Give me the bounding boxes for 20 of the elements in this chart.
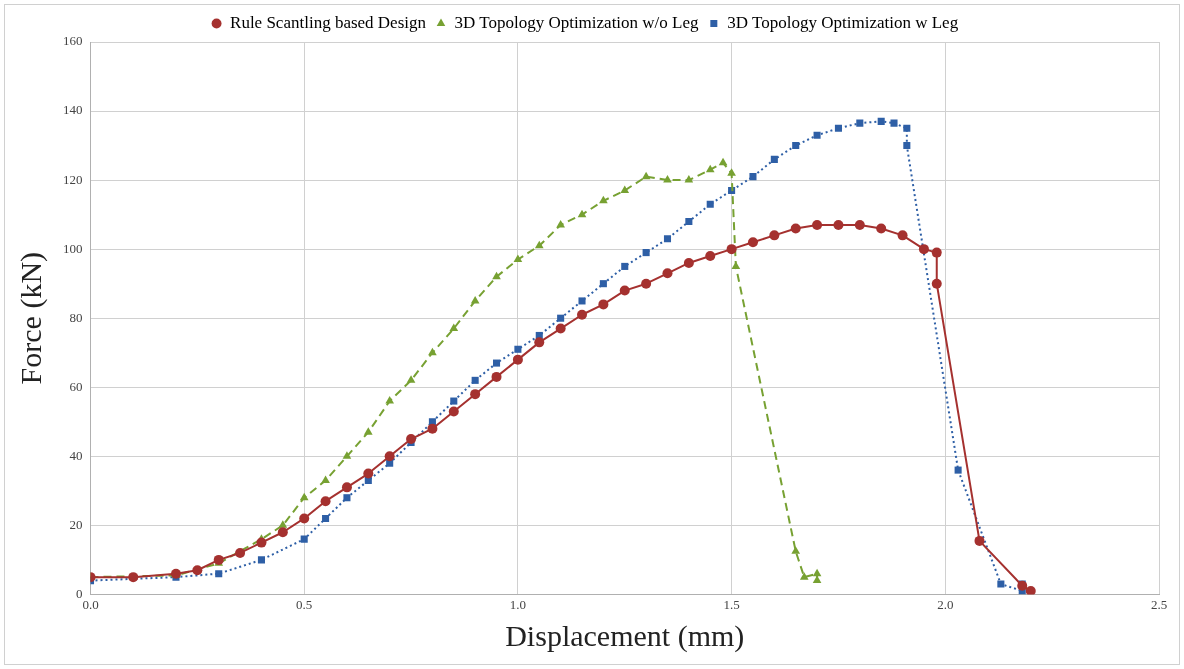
legend-label: Rule Scantling based Design [230,12,427,32]
x-tick-label: 2.5 [1150,596,1168,612]
x-tick-label: 1.0 [509,596,527,612]
y-tick-label: 60 [69,378,83,394]
x-axis-title: Displacement (mm) [505,618,745,653]
y-tick-label: 160 [63,33,83,49]
y-tick-label: 100 [63,240,83,256]
y-tick-label: 40 [69,447,83,463]
x-tick-label: 0.0 [82,596,99,612]
y-tick-label: 140 [63,102,83,118]
legend-label: 3D Topology Optimization w Leg [727,12,959,32]
y-tick-label: 20 [69,516,83,532]
y-tick-label: 120 [63,171,83,187]
legend-label: 3D Topology Optimization w/o Leg [454,12,700,32]
x-tick-label: 1.5 [723,596,740,612]
x-tick-label: 0.5 [296,596,313,612]
y-axis-title: Force (kN) [13,251,48,385]
y-tick-label: 0 [76,585,83,601]
x-tick-label: 2.0 [937,596,954,612]
y-tick-label: 80 [69,309,83,325]
